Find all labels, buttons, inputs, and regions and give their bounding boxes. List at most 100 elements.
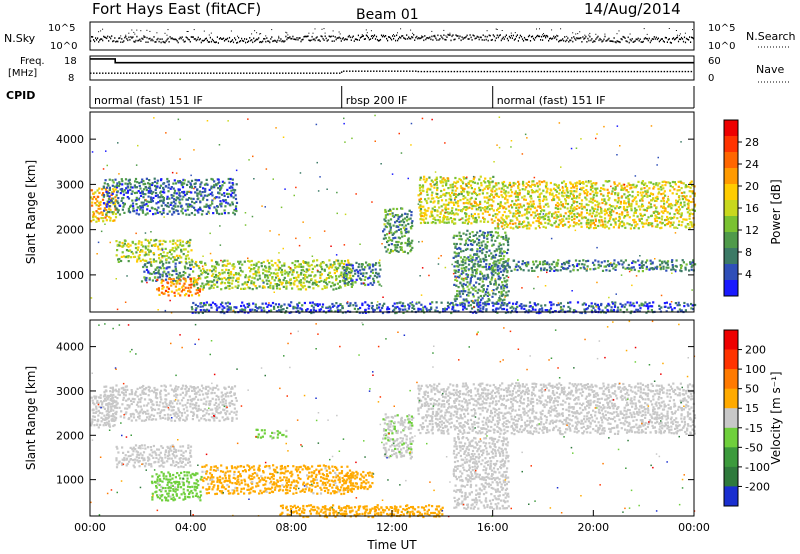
data-cell xyxy=(502,188,506,191)
nsky-point xyxy=(270,38,272,40)
data-cell xyxy=(184,209,187,212)
data-cell xyxy=(491,221,494,224)
data-cell xyxy=(467,268,470,271)
nsky-point xyxy=(611,40,613,42)
data-cell xyxy=(498,206,501,209)
data-cell xyxy=(389,226,392,229)
data-cell xyxy=(630,184,633,187)
data-cell xyxy=(480,244,484,247)
data-cell xyxy=(515,225,518,228)
nsky-point xyxy=(229,41,232,43)
data-cell xyxy=(163,191,166,194)
data-cell xyxy=(527,190,531,193)
data-cell xyxy=(136,260,139,263)
data-cell xyxy=(127,242,130,245)
nsky-point xyxy=(208,41,210,43)
data-cell xyxy=(278,287,281,290)
data-cell xyxy=(580,213,583,216)
data-cell xyxy=(112,201,115,204)
nsky-point xyxy=(286,38,288,41)
data-cell xyxy=(206,183,209,186)
data-cell xyxy=(643,183,646,186)
nsky-point xyxy=(112,40,114,43)
data-cell xyxy=(430,179,433,182)
data-cell xyxy=(614,199,617,202)
data-cell xyxy=(466,243,470,247)
data-cell xyxy=(159,184,163,187)
data-cell xyxy=(326,283,329,286)
data-cell xyxy=(685,185,688,188)
data-cell xyxy=(247,305,250,308)
data-cell xyxy=(360,265,363,268)
nsky-point xyxy=(320,35,322,37)
data-cell xyxy=(342,279,345,282)
data-cell xyxy=(600,216,603,219)
data-cell xyxy=(660,226,663,229)
data-cell xyxy=(312,308,315,311)
nsky-point xyxy=(419,37,421,40)
data-cell xyxy=(479,175,482,178)
nsky-point xyxy=(423,39,425,42)
data-cell xyxy=(492,310,495,313)
data-cell xyxy=(538,213,542,216)
data-cell xyxy=(603,260,606,263)
data-cell xyxy=(252,302,255,305)
data-cell xyxy=(594,302,597,305)
data-cell xyxy=(205,178,208,181)
data-cell xyxy=(641,203,644,206)
data-cell xyxy=(168,273,171,276)
data-cell xyxy=(626,213,630,217)
data-cell xyxy=(125,187,128,190)
data-cell xyxy=(497,302,500,305)
data-cell xyxy=(489,177,492,180)
data-cell xyxy=(621,263,624,266)
data-cell xyxy=(613,181,616,184)
nsky-point xyxy=(323,39,325,41)
data-cell xyxy=(458,237,461,241)
data-cell xyxy=(682,261,685,264)
nsky-point xyxy=(280,38,282,40)
data-cell xyxy=(152,213,155,216)
data-cell xyxy=(158,276,161,279)
data-cell xyxy=(195,281,198,284)
data-cell xyxy=(479,220,482,223)
data-cell xyxy=(223,192,226,195)
data-cell xyxy=(461,260,464,264)
nsky-point xyxy=(214,41,216,44)
data-cell xyxy=(201,311,204,314)
data-cell xyxy=(486,288,489,291)
data-cell xyxy=(527,205,530,208)
data-cell xyxy=(304,261,307,264)
data-cell xyxy=(543,267,546,270)
data-cell xyxy=(680,212,683,215)
data-cell xyxy=(217,191,220,194)
nsky-point xyxy=(397,39,399,42)
nsky-point xyxy=(181,36,183,38)
data-cell xyxy=(224,205,227,208)
data-cell xyxy=(407,218,410,221)
data-cell xyxy=(591,186,594,190)
data-cell xyxy=(121,251,124,254)
data-cell xyxy=(220,202,223,205)
data-cell xyxy=(608,197,611,200)
data-cell xyxy=(680,224,683,227)
data-cell xyxy=(506,241,510,244)
data-cell xyxy=(167,183,170,186)
nsky-point xyxy=(261,41,263,44)
data-cell xyxy=(162,199,165,202)
nsky-point xyxy=(281,40,283,43)
nsearch-point xyxy=(679,33,681,35)
data-cell xyxy=(508,301,511,304)
data-cell xyxy=(105,219,108,222)
nsearch-point xyxy=(140,30,142,32)
data-cell xyxy=(405,227,408,230)
data-cell xyxy=(297,309,300,312)
data-cell xyxy=(458,192,461,196)
data-cell xyxy=(505,308,509,311)
data-cell xyxy=(304,288,308,291)
data-cell xyxy=(675,208,678,211)
data-cell xyxy=(137,198,140,201)
data-cell xyxy=(466,273,470,277)
data-cell xyxy=(181,198,184,201)
nsky-point xyxy=(398,37,400,40)
